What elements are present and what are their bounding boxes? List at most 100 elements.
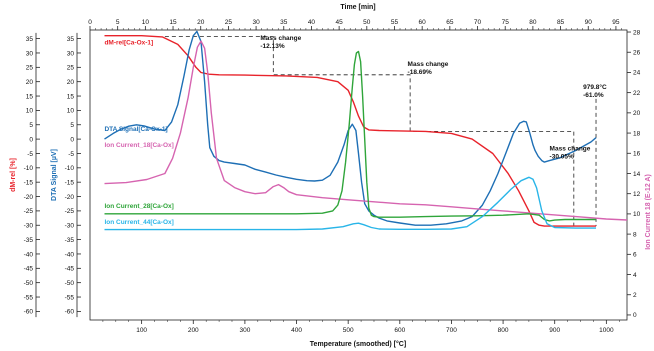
time-tick-label: 65 [446,19,454,26]
time-tick-label: 20 [197,19,205,26]
time-tick-label: 35 [280,19,288,26]
y-right-tick-label: 0 [633,312,637,319]
y-left-inner-tick-label: 30 [67,50,75,57]
annotation-text: 979.8°C [583,83,607,91]
annotation-text: Mass change [550,146,591,153]
y-left-outer-tick-label: 15 [26,93,34,100]
series-label: Ion Current_44[Ca-Ox] [104,219,173,226]
y-right-tick-label: 28 [633,29,641,36]
y-left-outer-tick-label: -30 [24,223,34,230]
y-left-inner-tick-label: 5 [70,122,74,129]
y-right-tick-label: 6 [633,252,637,259]
time-tick-label: 30 [252,19,260,26]
time-tick-label: 70 [474,19,482,26]
time-tick-label: 80 [529,19,537,26]
time-tick-label: 15 [169,19,177,26]
series-labels: dM-rel[Ca-Ox-1] DTA Signal[Ca-Ox-1] Ion Cu… [104,39,173,225]
x-axis-title-temperature: Temperature (smoothed) [°C] [310,340,406,348]
y-right-tick-label: 18 [633,130,641,137]
y-left-inner-tick-label: 10 [67,108,75,115]
y-left-outer-tick-label: -20 [24,194,34,201]
y-left-outer-tick-label: 0 [29,136,33,143]
y-left-outer-tick-label: -35 [24,237,34,244]
series-label: Ion Current_18[Ca-Ox] [104,142,173,149]
x-tick-label: 500 [343,327,354,334]
y-left-inner-tick-label: -5 [68,151,74,158]
y-left-outer-tick-label: 5 [29,122,33,129]
y-left-outer-tick-label: -10 [24,165,34,172]
y-left-outer-tick-label: -45 [24,266,34,273]
series-line [104,35,596,227]
series-line [104,30,597,226]
time-tick-label: 45 [336,19,344,26]
time-tick-label: 50 [363,19,371,26]
time-tick-label: 55 [391,19,399,26]
y-right-tick-label: 14 [633,171,641,178]
time-tick-label: 85 [557,19,565,26]
y-left-inner-tick-label: -20 [65,194,75,201]
y-left-inner-tick-label: -40 [65,251,75,258]
time-tick-label: 40 [308,19,316,26]
y-left-outer-tick-label: 25 [26,65,34,72]
y-left-inner-tick-label: -35 [65,237,75,244]
annotations: Mass change-12.13%Mass change-18.69%Mass… [260,35,607,161]
x-tick-label: 400 [291,327,302,334]
annotation-text: -61.0% [583,92,604,99]
y-left-inner-tick-label: 20 [67,79,75,86]
x-tick-label: 800 [498,327,509,334]
y-left-outer-tick-label: 20 [26,79,34,86]
x-tick-label: 900 [549,327,560,334]
annotation-text: -30.05% [550,154,574,161]
plot-frame [89,29,628,321]
time-tick-label: 5 [116,19,120,26]
mass-change-markers [164,36,597,227]
series-line [104,176,596,231]
mass-change-step-line [164,36,575,227]
series-label: Ion Current_28[Ca-Ox] [104,203,173,210]
x-tick-label: 200 [188,327,199,334]
y-left-outer-tick-label: -15 [24,179,34,186]
time-tick-label: 25 [225,19,233,26]
y-left-outer-tick-label: 10 [26,108,34,115]
y-axis-title-dta: DTA Signal [µV] [51,149,58,201]
y-axis-title-ion-current: Ion Current 18 (E-12 A) [645,174,652,250]
y-left-inner-tick-label: -55 [65,294,75,301]
x-axis-title-time: Time [min] [340,4,375,11]
y-left-outer-tick-label: -25 [24,208,34,215]
time-tick-label: 60 [419,19,427,26]
y-left-outer-tick-label: -40 [24,251,34,258]
y-left-outer-tick-label: -50 [24,280,34,287]
y-left-inner-tick-label: 15 [67,93,75,100]
y-right-tick-label: 20 [633,110,641,117]
x-tick-label: 100 [136,327,147,334]
time-tick-label: 10 [142,19,150,26]
y-left-outer-tick-label: -55 [24,294,34,301]
y-right-tick-label: 12 [633,191,641,198]
data-series [104,30,628,231]
y-left-inner-tick-label: -25 [65,208,75,215]
y-left-outer-tick-label: 35 [26,36,34,43]
annotation-text: Mass change [408,61,449,68]
y-left-outer-tick-label: 30 [26,50,34,57]
time-tick-label: 75 [502,19,510,26]
x-tick-label: 300 [239,327,250,334]
y-right-tick-label: 8 [633,231,637,238]
series-line [104,40,628,221]
annotation-text: -12.13% [260,43,284,50]
y-left-inner-tick-label: -60 [65,309,75,316]
y-right-tick-label: 2 [633,292,637,299]
y-left-inner-tick-label: 0 [70,136,74,143]
y-left-inner-tick-label: -30 [65,223,75,230]
y-left-outer-tick-label: -5 [27,151,33,158]
y-left-inner-tick-label: 35 [67,36,75,43]
y-right-tick-label: 16 [633,151,641,158]
y-left-outer-tick-label: -60 [24,309,34,316]
annotation-text: Mass change [260,35,301,42]
y-right-tick-label: 24 [633,70,641,77]
x-tick-label: 1000 [599,327,614,334]
x-tick-label: 600 [394,327,405,334]
y-left-inner-tick-label: 25 [67,65,75,72]
series-line [104,50,596,222]
